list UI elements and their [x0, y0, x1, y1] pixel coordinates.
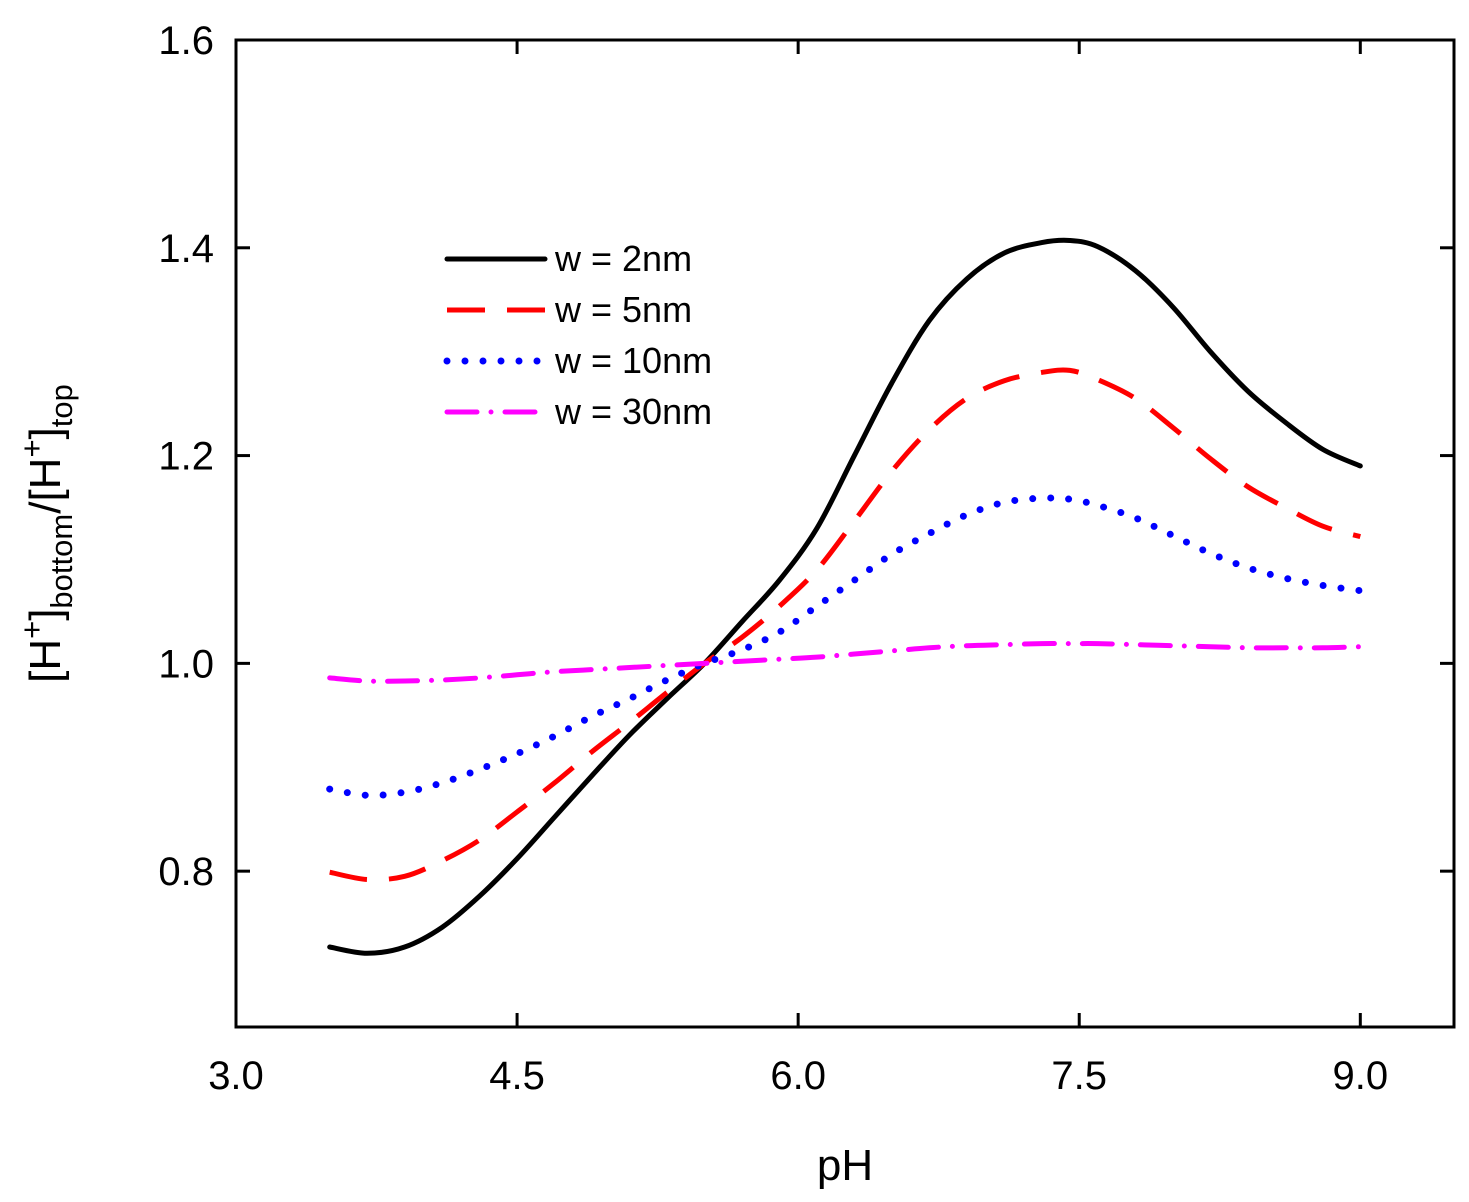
y-tick-label: 0.8: [158, 850, 214, 894]
y-tick-label: 1.0: [158, 642, 214, 686]
series-line-3: [326, 494, 1364, 799]
y-tick-label: 1.4: [158, 227, 214, 271]
y-axis-title-part: ]: [21, 427, 70, 439]
legend-label-2: w = 5nm: [554, 289, 692, 330]
legend-label-4: w = 30nm: [554, 391, 712, 432]
y-axis-title-part: ]: [21, 609, 70, 621]
y-axis-title-part: /[H: [21, 458, 70, 514]
legend: w = 2nm w = 5nm w = 10nm w = 30nm: [443, 238, 712, 432]
x-tick-label: 7.5: [1051, 1054, 1107, 1098]
y-axis-title-part: top: [44, 384, 79, 427]
y-axis-title-part: +: [14, 439, 49, 457]
series-layer: [326, 237, 1364, 956]
series-line-2: [329, 367, 1361, 883]
legend-label-1: w = 2nm: [554, 238, 692, 279]
y-axis-title: [H+]bottom/[H+]top: [14, 384, 79, 683]
y-tick-label: 1.6: [158, 19, 214, 63]
series-line-1: [327, 237, 1363, 956]
legend-label-3: w = 10nm: [554, 340, 712, 381]
x-tick-label: 6.0: [770, 1054, 826, 1098]
plot-frame: [234, 38, 1456, 1029]
x-tick-label: 4.5: [489, 1054, 545, 1098]
ticks-layer: 3.0 4.5 6.0 7.5 9.0 0.8 1.0 1.2 1.4 1.6: [158, 19, 1454, 1098]
x-axis-title: pH: [817, 1141, 873, 1190]
x-tick-label: 9.0: [1333, 1054, 1389, 1098]
y-tick-label: 1.2: [158, 435, 214, 479]
y-axis-title-part: bottom: [44, 514, 79, 609]
y-axis-title-part: [H: [21, 639, 70, 683]
y-axis-title-part: +: [14, 621, 49, 639]
x-tick-label: 3.0: [208, 1054, 264, 1098]
series-line-4: [327, 641, 1363, 684]
